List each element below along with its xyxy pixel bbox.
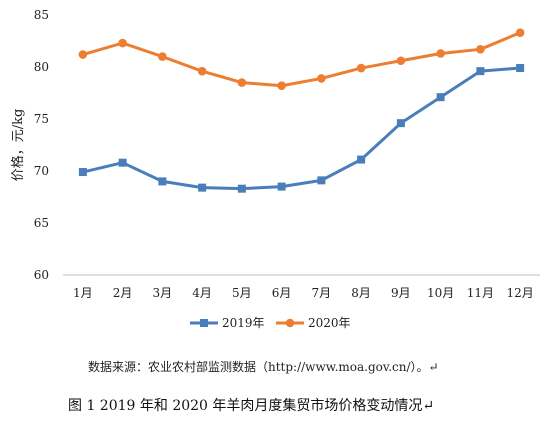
y-tick-label: 75 bbox=[34, 112, 49, 126]
figure-caption: 图 1 2019 年和 2020 年羊肉月度集贸市场价格变动情况↵ bbox=[68, 398, 435, 414]
y-tick-label: 80 bbox=[34, 60, 49, 74]
data-point bbox=[515, 28, 525, 37]
x-tick-label: 5月 bbox=[232, 286, 252, 300]
series-group bbox=[78, 28, 525, 91]
data-point bbox=[317, 176, 326, 185]
x-axis-ticks: 1月 2月 3月 4月 5月 6月 7月 8月 9月 10月 11月 12月 bbox=[73, 286, 534, 300]
data-point bbox=[357, 155, 366, 164]
data-point bbox=[396, 56, 406, 66]
x-tick-label: 3月 bbox=[153, 286, 173, 300]
data-point bbox=[158, 177, 167, 186]
legend-marker bbox=[285, 318, 295, 328]
data-point bbox=[118, 38, 127, 48]
data-point bbox=[516, 64, 525, 73]
data-source-note: 数据来源：农业农村部监测数据（http://www.moa.gov.cn/）。↵ bbox=[88, 360, 439, 374]
data-point bbox=[237, 78, 247, 87]
data-point bbox=[436, 49, 445, 58]
x-tick-label: 1月 bbox=[73, 286, 93, 300]
legend-label: 2019年 bbox=[222, 316, 265, 330]
legend-item: 2019年 bbox=[190, 316, 265, 330]
data-point bbox=[396, 119, 405, 128]
x-tick-label: 12月 bbox=[506, 286, 533, 300]
legend-marker bbox=[200, 319, 208, 327]
y-tick-label: 70 bbox=[34, 164, 49, 178]
data-point bbox=[237, 184, 246, 193]
data-point bbox=[158, 52, 167, 61]
data-point bbox=[436, 93, 445, 102]
x-tick-label: 9月 bbox=[391, 286, 411, 300]
data-point bbox=[197, 66, 207, 76]
data-point bbox=[476, 45, 485, 54]
y-axis-ticks: 60 65 70 75 80 85 bbox=[34, 8, 49, 282]
legend-item: 2020年 bbox=[276, 316, 351, 330]
x-tick-label: 8月 bbox=[351, 286, 371, 300]
y-tick-label: 85 bbox=[34, 8, 49, 22]
data-point bbox=[118, 158, 127, 167]
x-tick-label: 7月 bbox=[312, 286, 332, 300]
price-line-chart: 60 65 70 75 80 85 1月 2月 3月 4月 5月 6月 7月 8月 9月 10月 11月 12月… bbox=[10, 8, 540, 330]
data-point bbox=[356, 63, 366, 73]
data-point bbox=[198, 183, 207, 192]
data-point bbox=[277, 81, 286, 91]
data-point bbox=[317, 74, 326, 83]
data-point bbox=[78, 168, 87, 177]
x-tick-label: 2月 bbox=[113, 286, 133, 300]
x-tick-label: 10月 bbox=[427, 286, 454, 300]
y-tick-label: 65 bbox=[34, 216, 49, 230]
chart-legend: 2019年 2020年 bbox=[190, 316, 351, 330]
x-tick-label: 6月 bbox=[272, 286, 292, 300]
data-point bbox=[476, 67, 485, 76]
x-tick-label: 11月 bbox=[467, 286, 494, 300]
data-point bbox=[277, 182, 286, 191]
y-tick-label: 60 bbox=[34, 268, 49, 282]
series-group bbox=[78, 64, 525, 193]
y-axis-label: 价格，元/kg bbox=[10, 109, 26, 182]
series-layer bbox=[78, 28, 525, 193]
data-point bbox=[78, 50, 88, 59]
legend-label: 2020年 bbox=[308, 316, 351, 330]
series-line bbox=[82, 66, 521, 191]
series-line bbox=[82, 31, 521, 88]
x-tick-label: 4月 bbox=[192, 286, 212, 300]
